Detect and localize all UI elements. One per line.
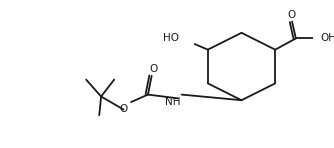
Text: OH: OH <box>320 33 334 43</box>
Text: HO: HO <box>163 33 179 43</box>
Text: NH: NH <box>165 97 181 107</box>
Text: O: O <box>149 64 158 74</box>
Text: O: O <box>120 104 128 114</box>
Text: O: O <box>287 10 295 20</box>
